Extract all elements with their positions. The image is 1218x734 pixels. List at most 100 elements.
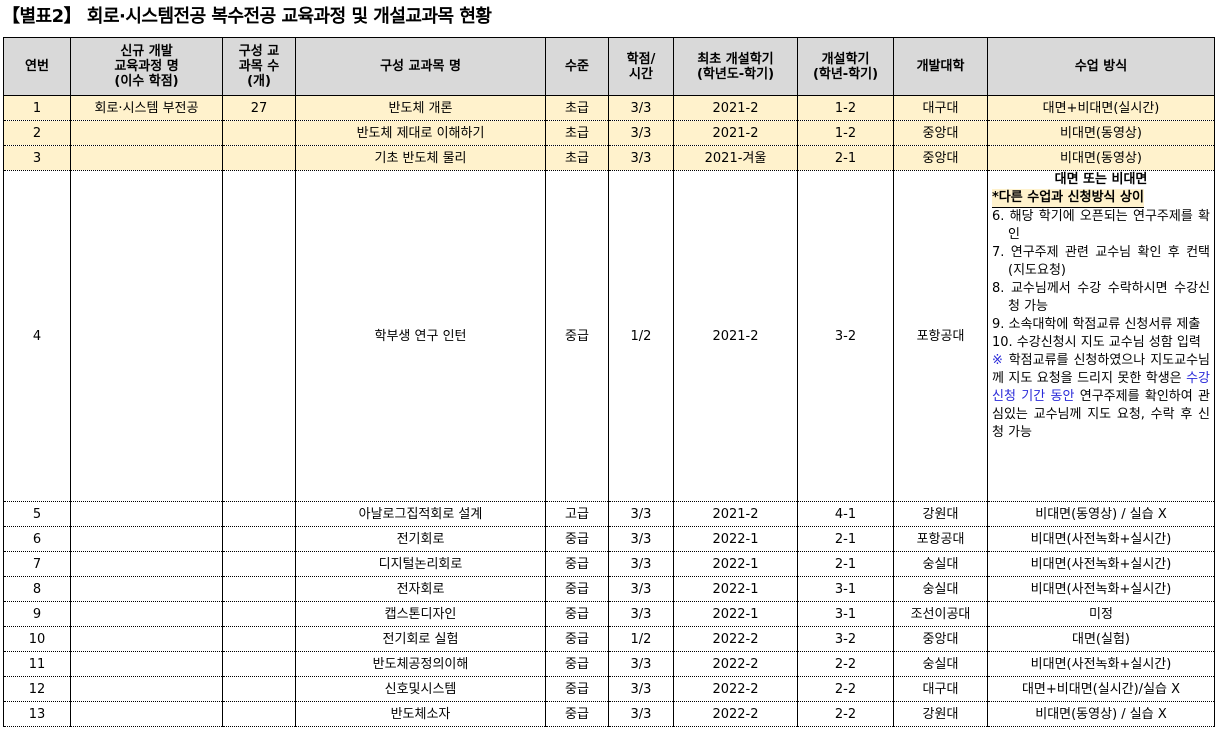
cell-no: 4: [3, 170, 71, 502]
cell-course: 전자회로: [295, 576, 546, 602]
cell-univ: 중앙대: [893, 145, 988, 171]
cell-count: [222, 601, 296, 627]
header-univ: 개발대학: [893, 37, 988, 96]
cell-credit: 3/3: [608, 576, 674, 602]
cell-method: 비대면(사전녹화+실시간): [987, 576, 1215, 602]
cell-univ: 대구대: [893, 676, 988, 702]
table-row: 13 반도체소자 중급 3/3 2022-2 2-2 강원대 비대면(동영상) / 실습 X: [3, 701, 1215, 727]
cell-program: [70, 601, 223, 627]
cell-method: 비대면(동영상): [987, 145, 1215, 171]
cell-credit: 1/2: [608, 170, 674, 502]
cell-no: 2: [3, 120, 71, 146]
cell-course: 전기회로 실험: [295, 626, 546, 652]
cell-program: [70, 626, 223, 652]
cell-count: [222, 701, 296, 727]
table-row: 4 학부생 연구 인턴 중급 1/2 2021-2 3-2 포항공대 대면 또는 비대면 *다른…: [3, 170, 1215, 502]
cell-program: [70, 120, 223, 146]
cell-level: 중급: [545, 526, 609, 552]
cell-first: 2021-2: [673, 120, 798, 146]
table-row: 8 전자회로 중급 3/3 2022-1 3-1 숭실대 비대면(사전녹화+실시간): [3, 576, 1215, 602]
cell-semester: 3-2: [797, 626, 894, 652]
cell-program: [70, 501, 223, 527]
cell-level: 중급: [545, 601, 609, 627]
cell-univ: 포항공대: [893, 170, 988, 502]
table-row: 2 반도체 제대로 이해하기 초급 3/3 2021-2 1-2 중앙대 비대면(동영상): [3, 120, 1215, 146]
cell-course: 디지털논리회로: [295, 551, 546, 577]
cell-semester: 2-2: [797, 651, 894, 677]
table-row: 10 전기회로 실험 중급 1/2 2022-2 3-2 중앙대 대면(실험): [3, 626, 1215, 652]
cell-semester: 2-1: [797, 551, 894, 577]
cell-level: 중급: [545, 701, 609, 727]
cell-no: 1: [3, 95, 71, 121]
cell-method: 비대면(사전녹화+실시간): [987, 551, 1215, 577]
cell-count: [222, 676, 296, 702]
cell-univ: 중앙대: [893, 120, 988, 146]
cell-first: 2022-1: [673, 576, 798, 602]
method-remark: ※ 학점교류를 신청하였으나 지도교수님께 지도 요청을 드리지 못한 학생은 …: [992, 353, 1211, 440]
cell-credit: 3/3: [608, 95, 674, 121]
cell-no: 12: [3, 676, 71, 702]
cell-count: [222, 120, 296, 146]
cell-level: 중급: [545, 651, 609, 677]
header-count: 구성 교 과목 수 (개): [222, 37, 296, 96]
cell-course: 아날로그집적회로 설계: [295, 501, 546, 527]
header-program: 신규 개발 교육과정 명 (이수 학점): [70, 37, 223, 96]
cell-count: [222, 170, 296, 502]
cell-course: 반도체 개론: [295, 95, 546, 121]
cell-first: 2021-겨울: [673, 145, 798, 171]
cell-semester: 2-1: [797, 145, 894, 171]
cell-level: 중급: [545, 576, 609, 602]
cell-univ: 포항공대: [893, 526, 988, 552]
cell-univ: 숭실대: [893, 651, 988, 677]
table-row: 11 반도체공정의이해 중급 3/3 2022-2 2-2 숭실대 비대면(사전녹화+실시간): [3, 651, 1215, 677]
table-row: 7 디지털논리회로 중급 3/3 2022-1 2-1 숭실대 비대면(사전녹화+실시간): [3, 551, 1215, 577]
header-credit: 학점/시간: [608, 37, 674, 96]
cell-first: 2022-2: [673, 676, 798, 702]
cell-method: 비대면(사전녹화+실시간): [987, 651, 1215, 677]
cell-no: 3: [3, 145, 71, 171]
cell-program: 회로·시스템 부전공: [70, 95, 223, 121]
cell-univ: 숭실대: [893, 576, 988, 602]
header-semester: 개설학기 (학년-학기): [797, 37, 894, 96]
cell-level: 초급: [545, 120, 609, 146]
cell-semester: 2-2: [797, 701, 894, 727]
cell-course: 전기회로: [295, 526, 546, 552]
cell-no: 5: [3, 501, 71, 527]
cell-level: 중급: [545, 626, 609, 652]
cell-credit: 3/3: [608, 120, 674, 146]
cell-univ: 조선이공대: [893, 601, 988, 627]
cell-count: [222, 145, 296, 171]
cell-credit: 3/3: [608, 651, 674, 677]
cell-method: 비대면(동영상) / 실습 X: [987, 501, 1215, 527]
cell-method: 비대면(사전녹화+실시간): [987, 526, 1215, 552]
cell-course: 학부생 연구 인턴: [295, 170, 546, 502]
cell-method: 미정: [987, 601, 1215, 627]
cell-no: 11: [3, 651, 71, 677]
cell-credit: 3/3: [608, 701, 674, 727]
cell-credit: 3/3: [608, 676, 674, 702]
cell-program: [70, 170, 223, 502]
cell-method: 대면+비대면(실시간)/실습 X: [987, 676, 1215, 702]
cell-semester: 2-1: [797, 526, 894, 552]
cell-first: 2022-1: [673, 551, 798, 577]
cell-first: 2022-2: [673, 626, 798, 652]
page-title: 【별표2】 회로·시스템전공 복수전공 교육과정 및 개설교과목 현황: [2, 6, 492, 27]
cell-first: 2022-1: [673, 526, 798, 552]
cell-semester: 3-2: [797, 170, 894, 502]
cell-univ: 중앙대: [893, 626, 988, 652]
header-row: 연번 신규 개발 교육과정 명 (이수 학점) 구성 교 과목 수 (개) 구성 교과목…: [3, 37, 1215, 96]
cell-first: 2021-2: [673, 170, 798, 502]
cell-program: [70, 701, 223, 727]
cell-no: 10: [3, 626, 71, 652]
cell-program: [70, 651, 223, 677]
header-method: 수업 방식: [987, 37, 1215, 96]
cell-method: 대면(실험): [987, 626, 1215, 652]
cell-level: 초급: [545, 145, 609, 171]
cell-course: 반도체공정의이해: [295, 651, 546, 677]
cell-credit: 3/3: [608, 145, 674, 171]
cell-semester: 3-1: [797, 576, 894, 602]
cell-count: 27: [222, 95, 296, 121]
cell-program: [70, 576, 223, 602]
cell-program: [70, 526, 223, 552]
cell-method: 비대면(동영상): [987, 120, 1215, 146]
